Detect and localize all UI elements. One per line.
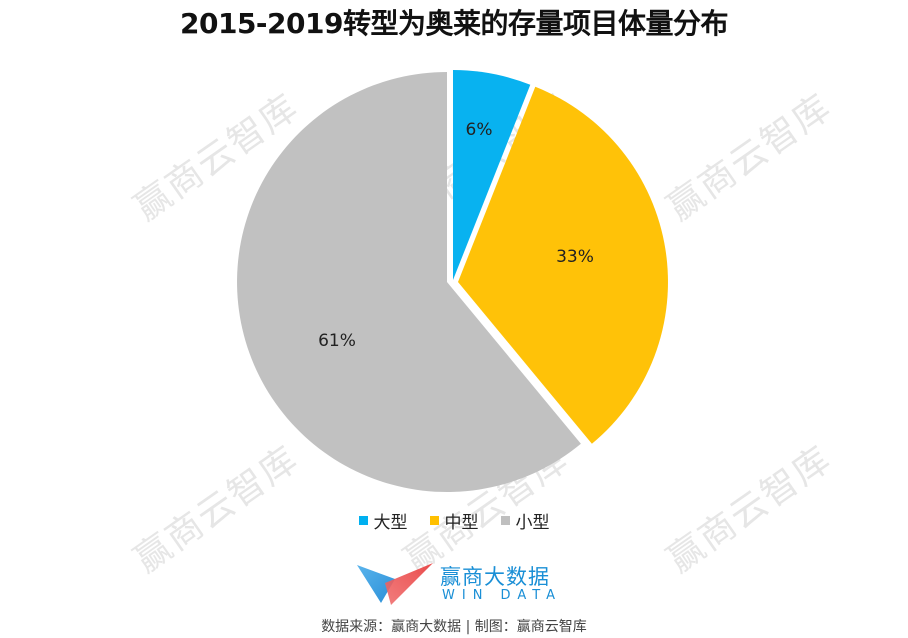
slice-label-small: 61% bbox=[318, 331, 356, 351]
logo-text-cn: 赢商大数据 bbox=[440, 565, 550, 589]
chart-title: 2015-2019转型为奥莱的存量项目体量分布 bbox=[180, 7, 728, 40]
legend-label: 中型 bbox=[444, 513, 479, 533]
legend-label: 小型 bbox=[515, 513, 550, 533]
pie-slice-large[interactable] bbox=[453, 70, 531, 280]
pie-slice-small[interactable] bbox=[237, 72, 581, 492]
legend-item-large[interactable]: 大型 bbox=[358, 508, 408, 533]
legend-swatch-icon bbox=[500, 516, 510, 525]
legend-label: 大型 bbox=[373, 513, 408, 533]
legend-swatch-icon bbox=[429, 516, 439, 525]
source-note: 数据来源：赢商大数据 | 制图：赢商云智库 bbox=[321, 619, 587, 635]
windata-logo-icon bbox=[357, 563, 433, 605]
legend-swatch-icon bbox=[358, 516, 368, 525]
slice-label-medium: 33% bbox=[556, 247, 594, 267]
legend-item-medium[interactable]: 中型 bbox=[429, 508, 479, 533]
pie-slice-medium[interactable] bbox=[458, 86, 668, 444]
slice-label-large: 6% bbox=[466, 120, 493, 140]
legend-item-small[interactable]: 小型 bbox=[500, 508, 550, 533]
legend: 大型 中型 小型 bbox=[0, 508, 908, 533]
windata-logo: 赢商大数据 WIN DATA bbox=[355, 557, 595, 607]
logo-text-en: WIN DATA bbox=[442, 588, 563, 603]
